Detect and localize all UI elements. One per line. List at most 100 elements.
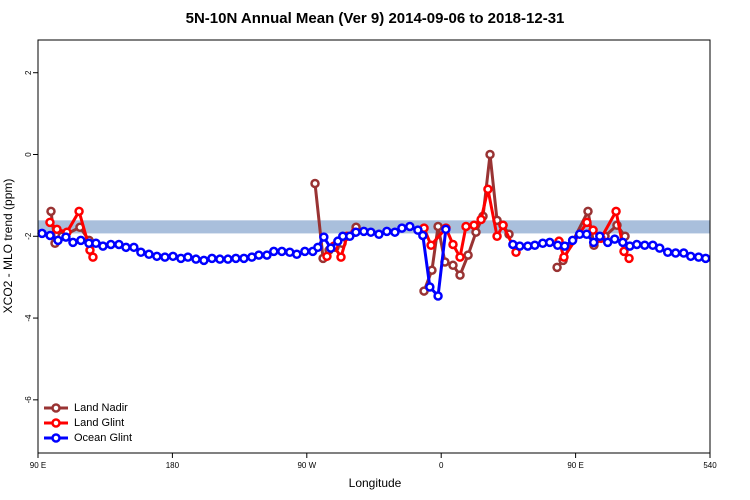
x-tick-label: 180 [166, 461, 180, 470]
data-point [463, 250, 473, 260]
plot-frame [37, 39, 711, 454]
data-point [567, 235, 578, 246]
data-point [68, 237, 78, 248]
data-point [129, 242, 139, 253]
data-point [336, 252, 346, 262]
data-point [476, 214, 486, 225]
data-point [223, 254, 233, 264]
data-point [168, 251, 178, 262]
data-point [345, 231, 355, 242]
data-point [254, 250, 264, 260]
data-point [98, 241, 108, 251]
data-point [498, 220, 508, 230]
data-point [433, 291, 443, 301]
data-point [433, 221, 443, 232]
data-point [455, 270, 465, 280]
data-point [619, 246, 629, 257]
data-point [559, 241, 570, 251]
data-point [602, 237, 613, 248]
data-point [46, 206, 56, 217]
data-point [413, 225, 423, 235]
x-axis-label: Longitude [349, 476, 402, 490]
data-point [300, 246, 310, 257]
data-point [448, 260, 458, 271]
data-point [426, 240, 436, 251]
data-point [262, 250, 272, 260]
y-tick-label: -4 [24, 314, 33, 322]
data-point [351, 227, 361, 237]
data-point [215, 254, 225, 264]
data-point [559, 252, 569, 262]
data-point [269, 246, 279, 257]
data-point [106, 239, 116, 250]
legend-label: Land Glint [74, 417, 124, 429]
data-point [455, 252, 465, 262]
data-point [427, 265, 437, 275]
data-point [700, 253, 711, 264]
data-point [583, 206, 593, 217]
data-point [418, 230, 428, 241]
data-point [88, 252, 98, 262]
chart-title: 5N-10N Annual Mean (Ver 9) 2014-09-06 to… [186, 10, 565, 27]
y-tick-label: 2 [24, 70, 33, 75]
reference-band [38, 220, 710, 234]
data-point [374, 229, 384, 239]
x-tick-label: 90 E [567, 461, 583, 470]
data-point [485, 149, 495, 160]
data-point [231, 253, 241, 264]
data-point [662, 247, 673, 257]
data-point [530, 240, 540, 251]
data-point [319, 232, 329, 242]
data-point [581, 229, 592, 239]
legend-marker [51, 403, 61, 413]
data-point [136, 247, 146, 257]
legend-label: Land Nadir [74, 402, 128, 414]
data-point [545, 237, 555, 248]
x-tick-label: 540 [703, 461, 717, 470]
data-point [37, 228, 47, 239]
data-point [199, 255, 209, 266]
data-point [654, 243, 665, 253]
data-point [582, 217, 592, 228]
data-point [292, 249, 302, 260]
x-tick-label: 0 [439, 461, 444, 470]
legend-marker [51, 433, 61, 443]
data-point [469, 220, 479, 230]
data-point [678, 248, 689, 258]
data-point [618, 237, 628, 248]
data-point [492, 231, 502, 242]
data-point [639, 240, 650, 251]
data-point [390, 227, 400, 237]
data-point [609, 234, 620, 244]
data-point [239, 253, 249, 264]
data-point [144, 249, 154, 260]
data-point [483, 184, 493, 195]
data-point [152, 251, 162, 262]
data-point [366, 227, 376, 237]
x-tick-label: 90 E [30, 461, 46, 470]
data-point [207, 253, 217, 264]
data-point [45, 217, 55, 228]
data-point [552, 262, 562, 273]
data-point [74, 206, 84, 217]
data-point [322, 251, 332, 262]
data-point [52, 224, 62, 235]
data-point [405, 221, 415, 232]
data-point [53, 235, 63, 246]
data-point [183, 252, 193, 262]
data-point [313, 242, 323, 253]
data-point [121, 242, 131, 253]
y-axis-label: XCO2 - MLO trend (ppm) [1, 179, 15, 314]
data-point [45, 230, 55, 241]
data-point [277, 246, 287, 257]
data-point [382, 226, 392, 237]
data-point [441, 224, 451, 235]
data-point [588, 237, 599, 248]
data-point [191, 254, 201, 264]
data-point [670, 248, 681, 258]
data-point [61, 232, 71, 242]
y-tick-label: -2 [24, 232, 33, 240]
data-point [685, 251, 696, 262]
data-point [326, 243, 336, 253]
